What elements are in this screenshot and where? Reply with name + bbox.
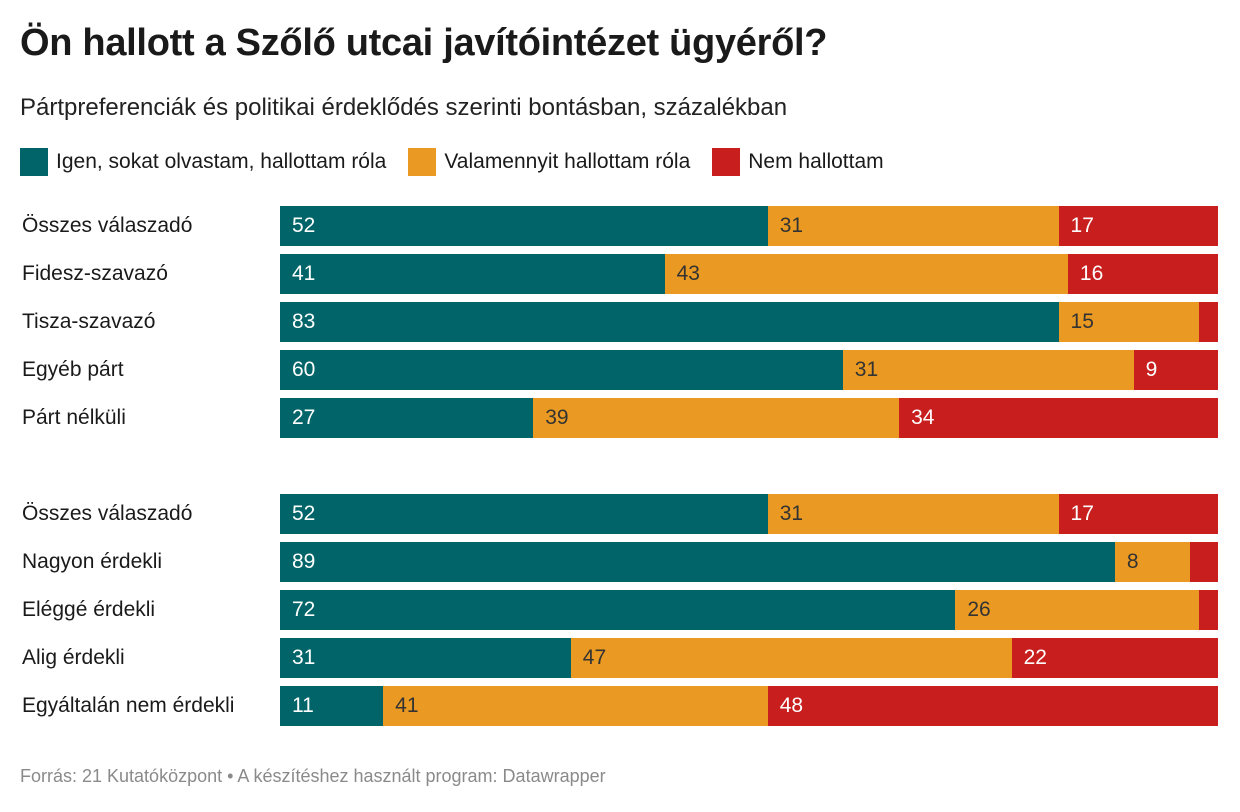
- bar-segment: [767, 494, 1059, 534]
- bar-segment: [280, 542, 1115, 582]
- data-label: 52: [292, 214, 316, 237]
- data-label: 15: [1070, 310, 1094, 333]
- bar-segment: [664, 254, 1068, 294]
- bar-segment: [280, 398, 534, 438]
- legend-swatch: [408, 148, 437, 176]
- legend-swatch: [712, 148, 741, 176]
- data-label: 17: [1070, 214, 1094, 237]
- bar-segment: [1058, 206, 1218, 246]
- legend-label: Nem hallottam: [748, 150, 884, 173]
- data-label: 39: [545, 406, 569, 429]
- bar-segment: [899, 398, 1218, 438]
- legend-item: Valamennyit hallottam róla: [408, 148, 690, 176]
- bar-segment: [1133, 350, 1218, 390]
- bar-segment: [570, 638, 1012, 678]
- bar-segment: [1058, 302, 1200, 342]
- legend-label: Igen, sokat olvastam, hallottam róla: [56, 150, 387, 173]
- bar-segment: [1199, 302, 1218, 342]
- source-note: Forrás: 21 Kutatóközpont • A készítéshez…: [20, 766, 606, 786]
- data-label: 31: [779, 214, 804, 237]
- data-label: 26: [967, 598, 991, 621]
- chart-title: Ön hallott a Szőlő utcai javítóintézet ü…: [20, 22, 828, 64]
- bar-segment: [842, 350, 1134, 390]
- data-label: 34: [911, 406, 935, 429]
- bar-segment: [955, 590, 1200, 630]
- category-label: Egyáltalán nem érdekli: [22, 694, 235, 717]
- data-label: 31: [292, 646, 316, 669]
- data-label: 83: [292, 310, 316, 333]
- category-label: Nagyon érdekli: [22, 550, 163, 573]
- category-label: Összes válaszadó: [22, 502, 193, 525]
- data-label: 16: [1079, 262, 1104, 285]
- data-label: 48: [779, 694, 804, 717]
- data-label: 47: [582, 646, 607, 669]
- bar-segment: [280, 494, 768, 534]
- bar-segment: [1011, 638, 1218, 678]
- data-label: 60: [292, 358, 316, 381]
- bar-segment: [280, 350, 843, 390]
- bar-segment: [1067, 254, 1218, 294]
- bar-segment: [280, 302, 1059, 342]
- category-label: Tisza-szavazó: [22, 310, 156, 333]
- bar-segment: [383, 686, 768, 726]
- data-label: 9: [1145, 358, 1158, 381]
- bar-segment: [1189, 542, 1218, 582]
- legend-item: Igen, sokat olvastam, hallottam róla: [20, 148, 386, 176]
- legend-label: Valamennyit hallottam róla: [444, 150, 691, 173]
- bar-segment: [1114, 542, 1190, 582]
- bar-segment: [767, 206, 1059, 246]
- data-label: 43: [676, 262, 700, 285]
- category-label: Párt nélküli: [22, 406, 126, 429]
- bar-segment: [533, 398, 900, 438]
- bar-segment: [280, 206, 768, 246]
- data-label: 27: [292, 406, 316, 429]
- bar-segment: [767, 686, 1218, 726]
- bar-segment: [1199, 590, 1218, 630]
- data-label: 89: [292, 550, 316, 573]
- data-label: 52: [292, 502, 316, 525]
- data-label: 31: [854, 358, 879, 381]
- category-label: Összes válaszadó: [22, 214, 193, 237]
- data-label: 31: [779, 502, 804, 525]
- data-label: 8: [1126, 550, 1139, 573]
- category-label: Alig érdekli: [22, 646, 125, 669]
- data-label: 11: [292, 694, 314, 717]
- data-label: 72: [292, 598, 316, 621]
- legend-swatch: [20, 148, 48, 176]
- data-label: 22: [1023, 646, 1047, 669]
- bar-segment: [1058, 494, 1218, 534]
- bar-segment: [280, 686, 384, 726]
- bar-segment: [280, 638, 571, 678]
- legend-item: Nem hallottam: [712, 148, 884, 176]
- category-label: Egyéb párt: [22, 358, 124, 381]
- category-label: Fidesz-szavazó: [22, 262, 168, 285]
- category-label: Eléggé érdekli: [22, 598, 156, 621]
- bar-segment: [280, 254, 665, 294]
- bar-segment: [280, 590, 956, 630]
- data-label: 41: [292, 262, 316, 285]
- data-label: 41: [395, 694, 419, 717]
- chart-subtitle: Pártpreferenciák és politikai érdeklődés…: [20, 94, 788, 121]
- legend: Igen, sokat olvastam, hallottam róla Val…: [20, 148, 906, 176]
- data-label: 17: [1070, 502, 1094, 525]
